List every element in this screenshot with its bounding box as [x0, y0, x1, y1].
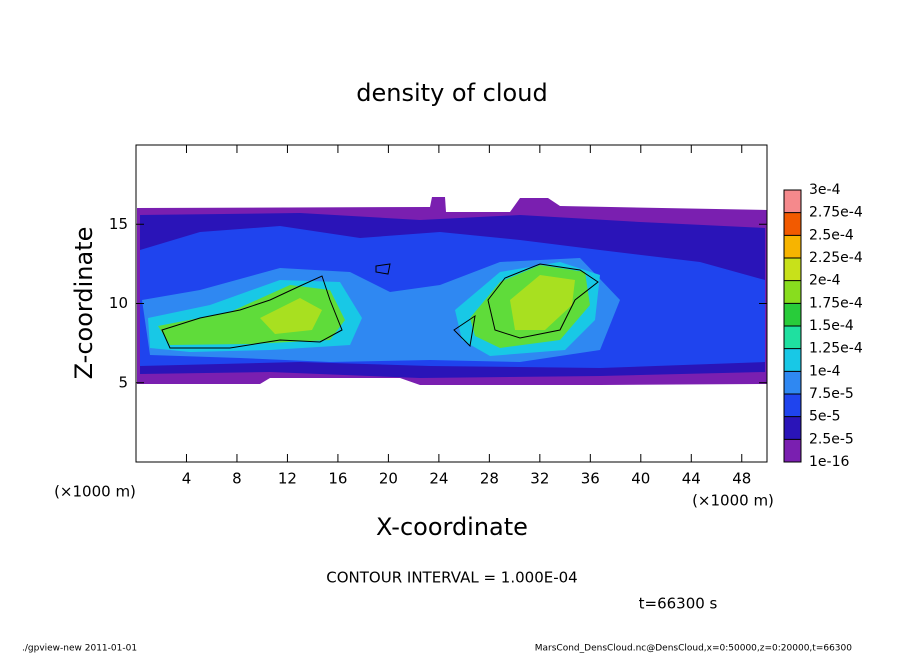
y-axis-label: Z-coordinate: [70, 227, 98, 380]
colorbar-swatch: [784, 280, 801, 304]
footer-left: ./gpview-new 2011-01-01: [22, 644, 137, 654]
colorbar-label: 2.25e-4: [809, 250, 863, 266]
footer-right: MarsCond_DensCloud.nc@DensCloud,x=0:5000…: [535, 644, 852, 654]
colorbar-label: 1.25e-4: [809, 341, 863, 357]
x-tick-label: 24: [429, 470, 448, 488]
colorbar-swatch: [784, 348, 801, 372]
y-unit: (×1000 m): [54, 483, 136, 501]
x-tick-label: 28: [480, 470, 499, 488]
colorbar-label: 1.75e-4: [809, 295, 863, 311]
x-tick-label: 32: [530, 470, 549, 488]
x-tick-label: 48: [732, 470, 751, 488]
colorbar-label: 2e-4: [809, 273, 841, 289]
colorbar-label: 2.5e-4: [809, 227, 854, 243]
colorbar-label: 7.5e-5: [809, 386, 854, 402]
x-tick-label: 4: [182, 470, 192, 488]
colorbar-swatch: [784, 190, 801, 213]
colorbar-label: 1.5e-4: [809, 318, 854, 334]
y-tick-label: 15: [109, 215, 128, 233]
x-tick-label: 12: [278, 470, 297, 488]
y-tick-label: 5: [118, 373, 128, 391]
contour-interval: CONTOUR INTERVAL = 1.000E-04: [326, 569, 577, 587]
colorbar-label: 1e-4: [809, 363, 841, 379]
colorbar-label: 2.75e-4: [809, 205, 863, 221]
x-tick-label: 8: [232, 470, 242, 488]
time-label: t=66300 s: [639, 595, 718, 613]
x-tick-label: 44: [682, 470, 701, 488]
colorbar-swatch: [784, 258, 801, 281]
colorbar-swatch: [784, 326, 801, 349]
x-unit: (×1000 m): [692, 492, 774, 510]
colorbar-swatch: [784, 371, 801, 394]
field-lime: [260, 275, 575, 334]
x-axis-label: X-coordinate: [376, 513, 528, 541]
y-tick-label: 10: [109, 294, 128, 312]
contour-lines: [161, 263, 599, 349]
chart-title: density of cloud: [356, 79, 547, 107]
colorbar-swatch: [784, 303, 801, 326]
cloud-field: [137, 197, 767, 385]
colorbar-label: 5e-5: [809, 409, 840, 425]
colorbar-swatch: [784, 416, 801, 440]
colorbar-swatch: [784, 394, 801, 417]
field-green: [158, 265, 590, 348]
colorbar-swatch: [784, 212, 801, 236]
x-tick-label: 36: [581, 470, 600, 488]
colorbar-label: 3e-4: [809, 182, 841, 198]
colorbar-swatch: [784, 439, 801, 462]
x-tick-label: 20: [379, 470, 398, 488]
colorbar-label: 1e-16: [809, 454, 849, 470]
x-tick-label: 16: [328, 470, 347, 488]
x-tick-label: 40: [631, 470, 650, 488]
colorbar-label: 2.5e-5: [809, 431, 854, 447]
colorbar-swatch: [784, 235, 801, 258]
